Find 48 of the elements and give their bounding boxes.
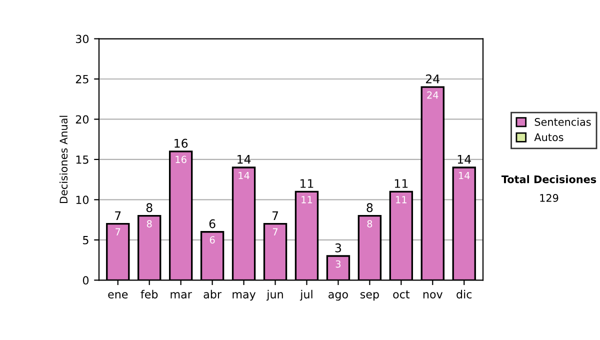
y-tick-label: 15	[76, 156, 88, 164]
total-label: 24	[426, 74, 440, 84]
data-label: 8	[146, 220, 152, 228]
total-label: 16	[174, 138, 188, 148]
x-tick-label: ene	[108, 292, 128, 298]
total-label: 7	[115, 211, 121, 220]
x-tick-label: sep	[360, 292, 379, 301]
y-tick-label: 30	[76, 34, 89, 44]
total-label: 6	[209, 219, 216, 228]
data-label: 14	[458, 172, 470, 180]
total-label: 3	[335, 243, 342, 252]
text: 129	[540, 194, 558, 202]
text: Total Decisiones	[501, 175, 596, 184]
data-label: 8	[367, 220, 372, 228]
data-label: 7	[116, 228, 120, 236]
y-tick-label: 0	[82, 276, 89, 285]
y-tick-label: 25	[76, 74, 88, 84]
x-tick-label: feb	[140, 290, 158, 298]
y-axis-title: Decisiones Anual	[60, 116, 68, 203]
data-label: 6	[210, 236, 215, 244]
total-label: 11	[300, 179, 314, 188]
data-label: 16	[176, 156, 186, 164]
data-label: 11	[396, 196, 406, 204]
legend-label: Autos	[534, 133, 564, 142]
x-tick-label: jun	[266, 290, 283, 301]
total-label: 11	[394, 179, 408, 188]
total-label: 7	[272, 211, 278, 220]
total-label: 14	[238, 155, 251, 164]
x-tick-label: jul	[300, 290, 312, 301]
x-tick-label: oct	[393, 290, 410, 298]
x-tick-label: mar	[170, 292, 192, 298]
total-label: 14	[458, 155, 471, 164]
data-label: 14	[238, 172, 250, 180]
y-tick-label: 20	[76, 115, 89, 124]
total-label: 8	[366, 203, 373, 212]
legend-label: Sentencias	[534, 118, 591, 126]
data-label: 3	[336, 260, 341, 268]
data-label: 7	[272, 228, 278, 236]
data-label: 24	[427, 91, 438, 99]
x-tick-label: ago	[328, 292, 348, 301]
x-tick-label: abr	[204, 290, 222, 298]
x-tick-label: dic	[456, 290, 472, 298]
x-tick-label: nov	[423, 292, 443, 298]
y-tick-label: 10	[76, 196, 89, 204]
total-label: 8	[146, 203, 152, 212]
y-tick-label: 5	[83, 236, 88, 244]
x-tick-label: may	[232, 292, 256, 301]
data-label: 11	[302, 196, 312, 204]
